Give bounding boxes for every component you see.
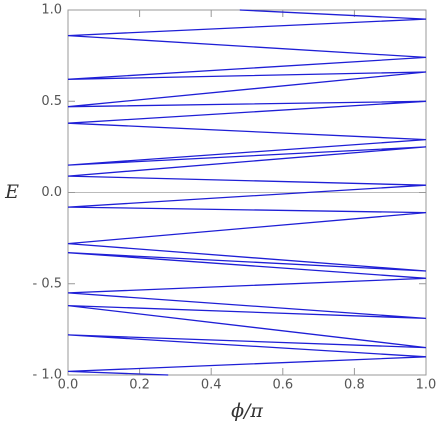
x-tick-label: 0.8	[344, 378, 365, 393]
y-tick-label: - 0.5	[33, 276, 63, 291]
x-tick-label: 0.2	[129, 378, 150, 393]
x-tick-label: 0.0	[58, 378, 79, 393]
y-tick-label: 1.0	[41, 3, 62, 18]
x-tick-label: 0.6	[272, 378, 293, 393]
data-line	[67, 9, 427, 376]
y-tick-label: - 1.0	[33, 368, 63, 383]
x-tick-label: 1.0	[416, 378, 436, 393]
y-tick-label: 0.5	[41, 94, 62, 109]
x-tick-label: 0.4	[201, 378, 222, 393]
x-axis-title: ϕ/π	[231, 400, 263, 422]
y-tick-label: 0.0	[41, 185, 62, 200]
y-axis-title: E	[4, 181, 19, 203]
